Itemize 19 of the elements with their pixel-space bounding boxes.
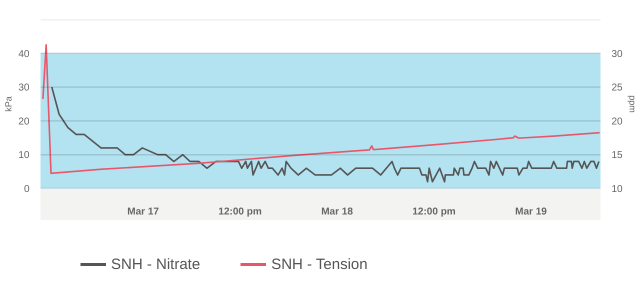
y-tick-label: 40 [18, 48, 30, 60]
x-tick-label: Mar 18 [321, 206, 354, 218]
y-tick-label: 10 [18, 150, 30, 162]
y-tick-label: 0 [24, 184, 30, 195]
y2-tick-label: 15 [612, 150, 624, 162]
y2-tick-label: 25 [612, 82, 624, 94]
y2-axis-title: ppm [628, 95, 638, 113]
y2-tick-label: 10 [612, 184, 624, 195]
y2-tick-label: 20 [612, 116, 624, 128]
legend-label: SNH - Nitrate [111, 256, 200, 272]
x-tick-label: Mar 19 [515, 206, 548, 218]
x-tick-label: 12:00 pm [218, 206, 262, 218]
x-tick-label: Mar 17 [127, 206, 160, 218]
y2-tick-label: 30 [612, 48, 624, 60]
y-tick-label: 20 [18, 116, 30, 128]
legend-label: SNH - Tension [271, 256, 368, 272]
x-tick-label: 12:00 pm [412, 206, 456, 218]
y-axis-title: kPa [3, 96, 14, 112]
y-tick-label: 30 [18, 82, 30, 94]
